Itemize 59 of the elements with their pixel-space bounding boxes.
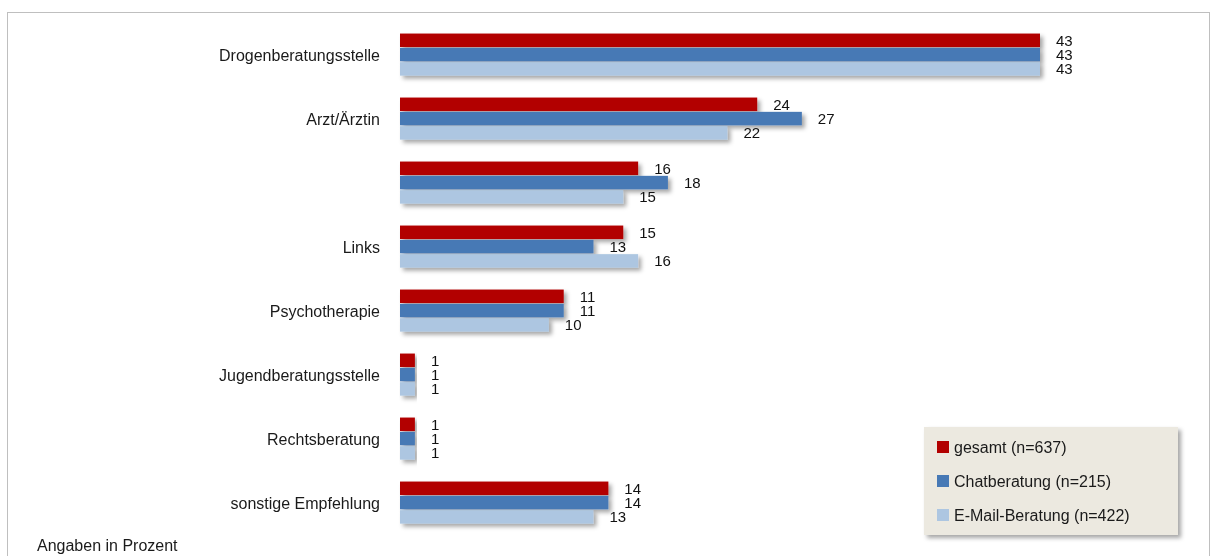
- data-label: 10: [564, 316, 582, 334]
- data-label: 15: [639, 223, 656, 241]
- bar: [400, 446, 415, 460]
- data-label: 11: [579, 302, 596, 319]
- data-label: 1: [430, 366, 440, 383]
- data-label: 18: [683, 174, 701, 191]
- y-tick-label: sonstige Empfehlung: [230, 495, 380, 512]
- data-label: 11: [579, 287, 596, 305]
- legend-label: Chatberatung (n=215): [954, 473, 1111, 490]
- bar: [400, 97, 758, 112]
- legend-label: gesamt (n=637): [954, 439, 1067, 456]
- data-label: 14: [624, 494, 642, 511]
- bar: [400, 431, 415, 446]
- bar: [400, 239, 594, 254]
- bar: [400, 175, 668, 190]
- data-label: 16: [654, 159, 671, 177]
- y-tick-label: Jugendberatungsstelle: [218, 367, 381, 384]
- data-label: 1: [430, 415, 440, 433]
- bar: [400, 367, 415, 382]
- bar: [400, 382, 415, 396]
- data-label: 22: [743, 124, 761, 142]
- bar: [400, 417, 415, 432]
- data-label: 13: [609, 508, 627, 526]
- data-label: 15: [639, 188, 656, 206]
- data-label: 24: [773, 95, 790, 113]
- y-tick-label: Links: [342, 239, 380, 256]
- data-label: 43: [1056, 60, 1073, 78]
- data-label: 43: [1056, 46, 1073, 63]
- text: Angaben in Prozent: [37, 537, 179, 554]
- y-tick-label: Drogenberatungsstelle: [219, 47, 381, 64]
- data-label: 43: [1056, 31, 1073, 49]
- y-tick-label: Arzt/Ärztin: [306, 111, 380, 128]
- y-tick-label: Psychotherapie: [269, 303, 381, 320]
- bar: [400, 254, 639, 268]
- data-label: 1: [430, 430, 440, 447]
- y-tick-label: Rechtsberatung: [267, 431, 380, 448]
- legend-label: E-Mail-Beratung (n=422): [954, 507, 1130, 524]
- data-label: 14: [624, 479, 642, 497]
- bar: [400, 481, 609, 496]
- bar: [400, 495, 609, 510]
- bar: [400, 47, 1040, 62]
- bar: [400, 33, 1040, 48]
- data-label: 1: [430, 444, 440, 462]
- data-label: 1: [430, 380, 440, 398]
- data-label: 1: [430, 351, 440, 369]
- bar: [400, 126, 728, 140]
- bar: [400, 190, 624, 204]
- bar: [400, 161, 639, 176]
- bar: [400, 303, 564, 318]
- data-label: 16: [654, 252, 671, 270]
- bar: [400, 510, 594, 524]
- data-label: 13: [609, 238, 627, 255]
- bar: [400, 225, 624, 240]
- bar: [400, 111, 802, 126]
- bar: [400, 353, 415, 368]
- bar: [400, 62, 1040, 76]
- data-label: 27: [817, 110, 835, 127]
- bar: [400, 318, 549, 332]
- bar: [400, 289, 564, 304]
